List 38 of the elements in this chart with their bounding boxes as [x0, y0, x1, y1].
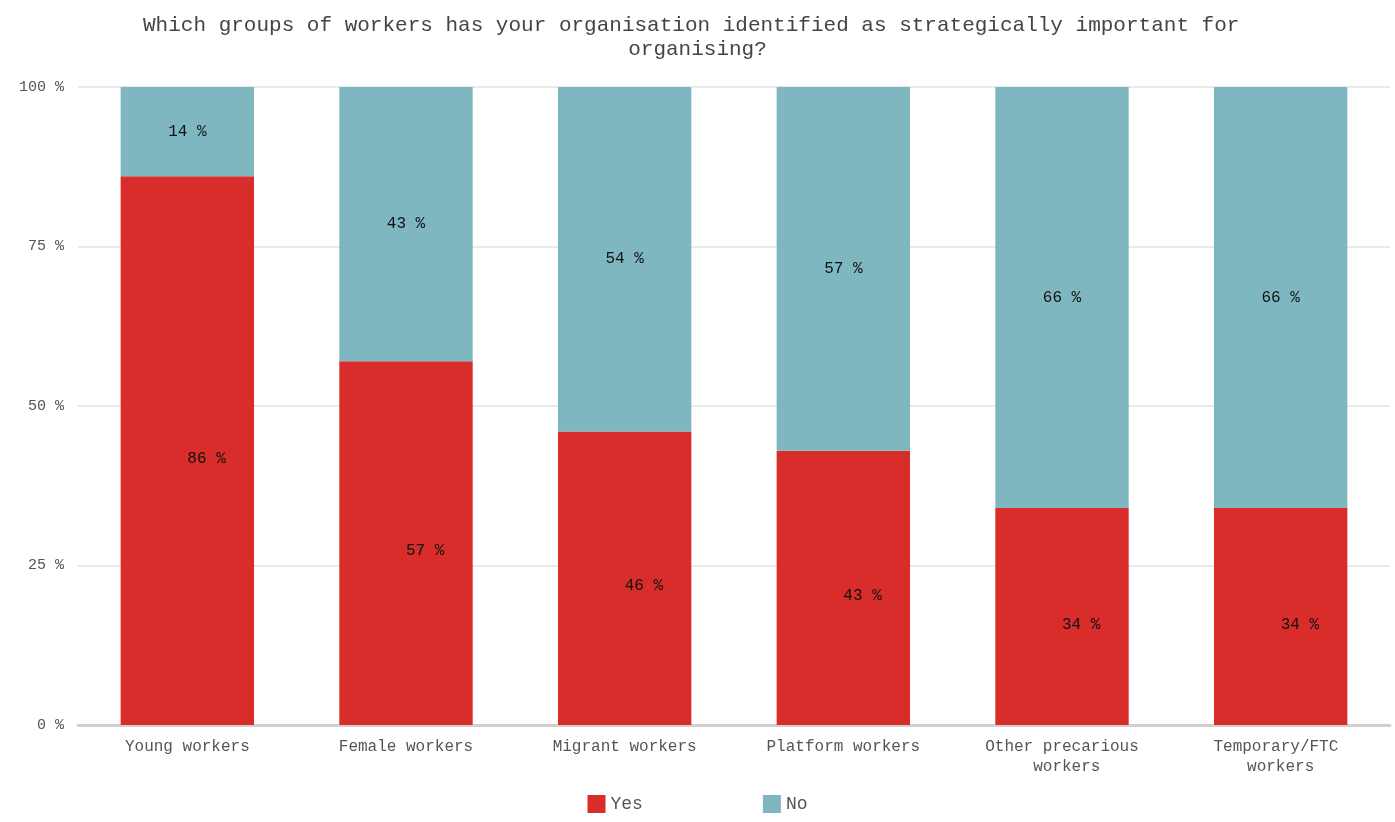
data-label: 54 % — [605, 250, 645, 269]
bar — [120, 176, 255, 725]
bar — [339, 361, 473, 725]
data-label: 66 % — [1042, 288, 1082, 307]
bar — [776, 87, 911, 451]
y-tick-label: 50 % — [27, 397, 65, 415]
data-label: 43 % — [386, 215, 426, 234]
y-tick-label: 25 % — [27, 557, 65, 574]
x-tick-label: Platform workers — [766, 738, 921, 756]
y-tick-label: 0 % — [36, 716, 65, 734]
x-tick-label: Female workers — [338, 738, 474, 756]
bar — [557, 431, 692, 725]
data-label: 86 % — [187, 449, 227, 468]
bar — [995, 87, 1129, 509]
legend-label: No — [785, 794, 808, 814]
x-tick-label: Temporary/FTC workers — [1213, 738, 1348, 776]
x-tick-label: Young workers — [124, 738, 250, 756]
x-tick-label: Other precarious workers — [985, 738, 1139, 776]
bar — [776, 450, 911, 725]
bar — [120, 87, 255, 177]
y-tick-label: 100 % — [18, 78, 65, 96]
data-label: 34 % — [1280, 615, 1320, 634]
data-label: 57 % — [406, 542, 445, 561]
y-tick-label: 75 % — [27, 238, 65, 255]
data-label: 43 % — [843, 586, 883, 605]
bar — [995, 508, 1129, 725]
chart-title: Which groups of workers has your organisation identified as strategically important for organising? — [143, 13, 1252, 61]
bar — [1213, 508, 1348, 725]
data-label: 34 % — [1062, 615, 1101, 634]
data-label: 14 % — [168, 122, 207, 141]
bar — [339, 87, 473, 362]
data-label: 66 % — [1261, 288, 1301, 307]
bar — [557, 87, 692, 432]
data-label: 46 % — [624, 577, 664, 596]
x-tick-label: Migrant workers — [552, 738, 697, 756]
bar — [1213, 87, 1348, 509]
legend-label: Yes — [610, 794, 643, 814]
data-label: 57 % — [824, 259, 863, 278]
